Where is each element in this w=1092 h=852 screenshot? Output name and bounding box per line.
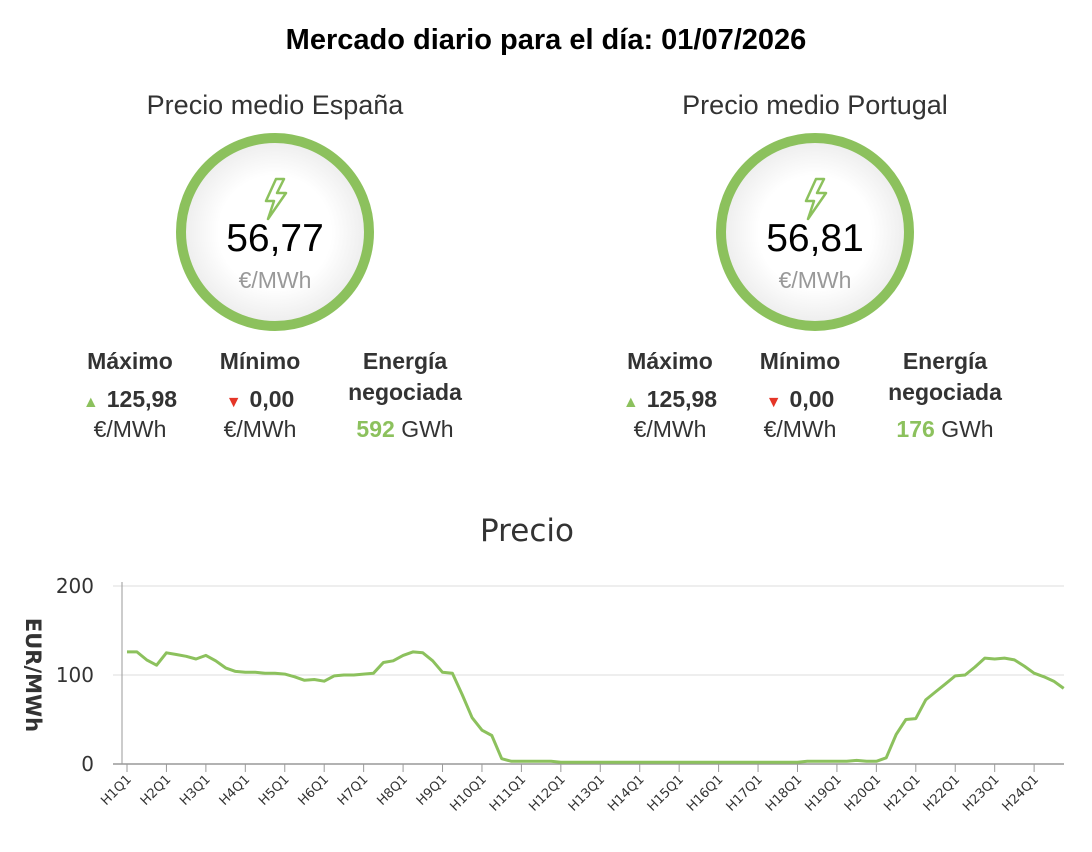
- stat-unit: €/MWh: [93, 416, 167, 442]
- price-ring: [176, 133, 374, 331]
- x-tick-label: H24Q1: [1000, 772, 1042, 814]
- stat-value: ▲ 125,98: [55, 386, 205, 413]
- stat-label: Energía negociada: [888, 348, 1002, 405]
- stat-number: 176: [896, 416, 935, 442]
- stat-label: Máximo: [627, 348, 713, 374]
- x-tick-label: H9Q1: [414, 772, 450, 808]
- stat-label: Mínimo: [759, 348, 841, 374]
- stat-number: 125,98: [106, 386, 178, 412]
- stat-label: Máximo: [87, 348, 173, 374]
- stat-number: 0,00: [249, 386, 295, 412]
- x-tick-label: H15Q1: [645, 772, 687, 814]
- x-tick-label: H19Q1: [802, 772, 844, 814]
- x-tick-label: H23Q1: [960, 772, 1002, 814]
- x-tick-label: H11Q1: [487, 772, 529, 814]
- y-axis-label: EUR/MWh: [21, 618, 45, 732]
- x-tick-label: H14Q1: [605, 772, 647, 814]
- stat-value: ▼ 0,00: [725, 386, 875, 413]
- x-tick-label: H1Q1: [98, 772, 134, 808]
- x-tick-label: H21Q1: [881, 772, 923, 814]
- x-tick-label: H20Q1: [842, 772, 884, 814]
- stat-value: ▼ 0,00: [185, 386, 335, 413]
- price-value: 56,81: [766, 217, 864, 260]
- price-value: 56,77: [226, 217, 324, 260]
- x-tick-label: H10Q1: [447, 772, 489, 814]
- x-tick-label: H6Q1: [296, 772, 332, 808]
- x-tick-label: H17Q1: [724, 772, 766, 814]
- chart-title: Precio: [480, 513, 574, 549]
- arrow-icon: ▼: [225, 394, 242, 411]
- stat-energy: 176 GWh: [870, 416, 1020, 443]
- arrow-icon: ▲: [82, 394, 99, 411]
- page-title: Mercado diario para el día: 01/07/2026: [285, 24, 807, 56]
- card-title: Precio medio España: [146, 90, 404, 120]
- stat-number: 125,98: [646, 386, 718, 412]
- stat-number: 592: [356, 416, 395, 442]
- stat-label: Energía negociada: [348, 348, 462, 405]
- stat-unit: €/MWh: [763, 416, 837, 442]
- x-tick-label: H5Q1: [256, 772, 292, 808]
- price-unit: €/MWh: [238, 267, 312, 293]
- x-tick-label: H12Q1: [526, 772, 568, 814]
- card-title: Precio medio Portugal: [682, 90, 948, 120]
- x-tick-label: H7Q1: [335, 772, 371, 808]
- y-tick-label: 0: [81, 752, 94, 776]
- stat-unit: €/MWh: [223, 416, 297, 442]
- x-tick-label: H16Q1: [684, 772, 726, 814]
- x-tick-label: H3Q1: [177, 772, 213, 808]
- stat-energy: 592 GWh: [330, 416, 480, 443]
- x-tick-label: H8Q1: [374, 772, 410, 808]
- x-tick-label: H22Q1: [921, 772, 963, 814]
- x-tick-label: H2Q1: [138, 772, 174, 808]
- y-tick-label: 200: [56, 574, 94, 598]
- price-line: [127, 650, 1065, 764]
- stat-number: 0,00: [789, 386, 835, 412]
- stat-value: ▲ 125,98: [595, 386, 745, 413]
- x-tick-label: H18Q1: [763, 772, 805, 814]
- arrow-icon: ▲: [622, 394, 639, 411]
- x-tick-label: H13Q1: [566, 772, 608, 814]
- price-unit: €/MWh: [778, 267, 852, 293]
- stat-unit: €/MWh: [633, 416, 707, 442]
- stat-unit: GWh: [401, 416, 454, 442]
- y-tick-label: 100: [56, 663, 94, 687]
- arrow-icon: ▼: [765, 394, 782, 411]
- stat-unit: GWh: [941, 416, 994, 442]
- x-tick-label: H4Q1: [217, 772, 253, 808]
- price-ring: [716, 133, 914, 331]
- stat-label: Mínimo: [219, 348, 301, 374]
